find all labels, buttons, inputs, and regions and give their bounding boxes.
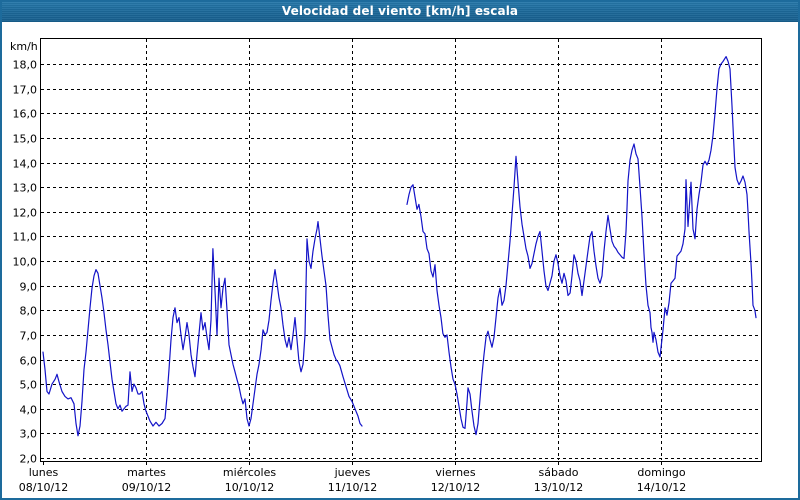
x-day-label: lunes — [29, 466, 59, 479]
y-tick-label: 6,0 — [20, 355, 38, 368]
y-tick-label: 15,0 — [13, 133, 38, 146]
x-day-label: jueves — [334, 466, 371, 479]
x-date-label: 12/10/12 — [431, 481, 480, 494]
y-tick-label: 8,0 — [20, 305, 38, 318]
y-tick-label: 14,0 — [13, 158, 38, 171]
y-tick-label: 5,0 — [20, 379, 38, 392]
wind-speed-line — [42, 221, 363, 437]
y-tick-label: 9,0 — [20, 281, 38, 294]
x-date-label: 09/10/12 — [122, 481, 171, 494]
y-tick-label: 17,0 — [13, 84, 38, 97]
x-date-label: 11/10/12 — [328, 481, 377, 494]
x-day-label: martes — [127, 466, 166, 479]
y-tick-label: 13,0 — [13, 182, 38, 195]
x-date-label: 08/10/12 — [19, 481, 68, 494]
x-date-label: 10/10/12 — [225, 481, 274, 494]
y-tick-label: 16,0 — [13, 108, 38, 121]
y-tick-label: 18,0 — [13, 59, 38, 72]
y-tick-label: 10,0 — [13, 256, 38, 269]
chart-title: Velocidad del viento [km/h] escala — [281, 4, 519, 18]
y-tick-label: 11,0 — [13, 231, 38, 244]
x-date-label: 14/10/12 — [637, 481, 686, 494]
y-tick-label: 4,0 — [20, 404, 38, 417]
x-day-label: viernes — [435, 466, 475, 479]
x-day-label: miércoles — [223, 466, 276, 479]
x-day-label: domingo — [637, 466, 685, 479]
y-tick-label: 3,0 — [20, 428, 38, 441]
y-axis-unit-label: km/h — [10, 40, 38, 53]
x-day-label: sábado — [539, 466, 579, 479]
y-tick-label: 2,0 — [20, 453, 38, 466]
wind-speed-line — [406, 55, 757, 436]
y-tick-label: 12,0 — [13, 207, 38, 220]
x-date-label: 13/10/12 — [534, 481, 583, 494]
title-bar: Velocidad del viento [km/h] escala — [0, 0, 800, 22]
y-tick-label: 7,0 — [20, 330, 38, 343]
plot-frame — [40, 38, 762, 462]
